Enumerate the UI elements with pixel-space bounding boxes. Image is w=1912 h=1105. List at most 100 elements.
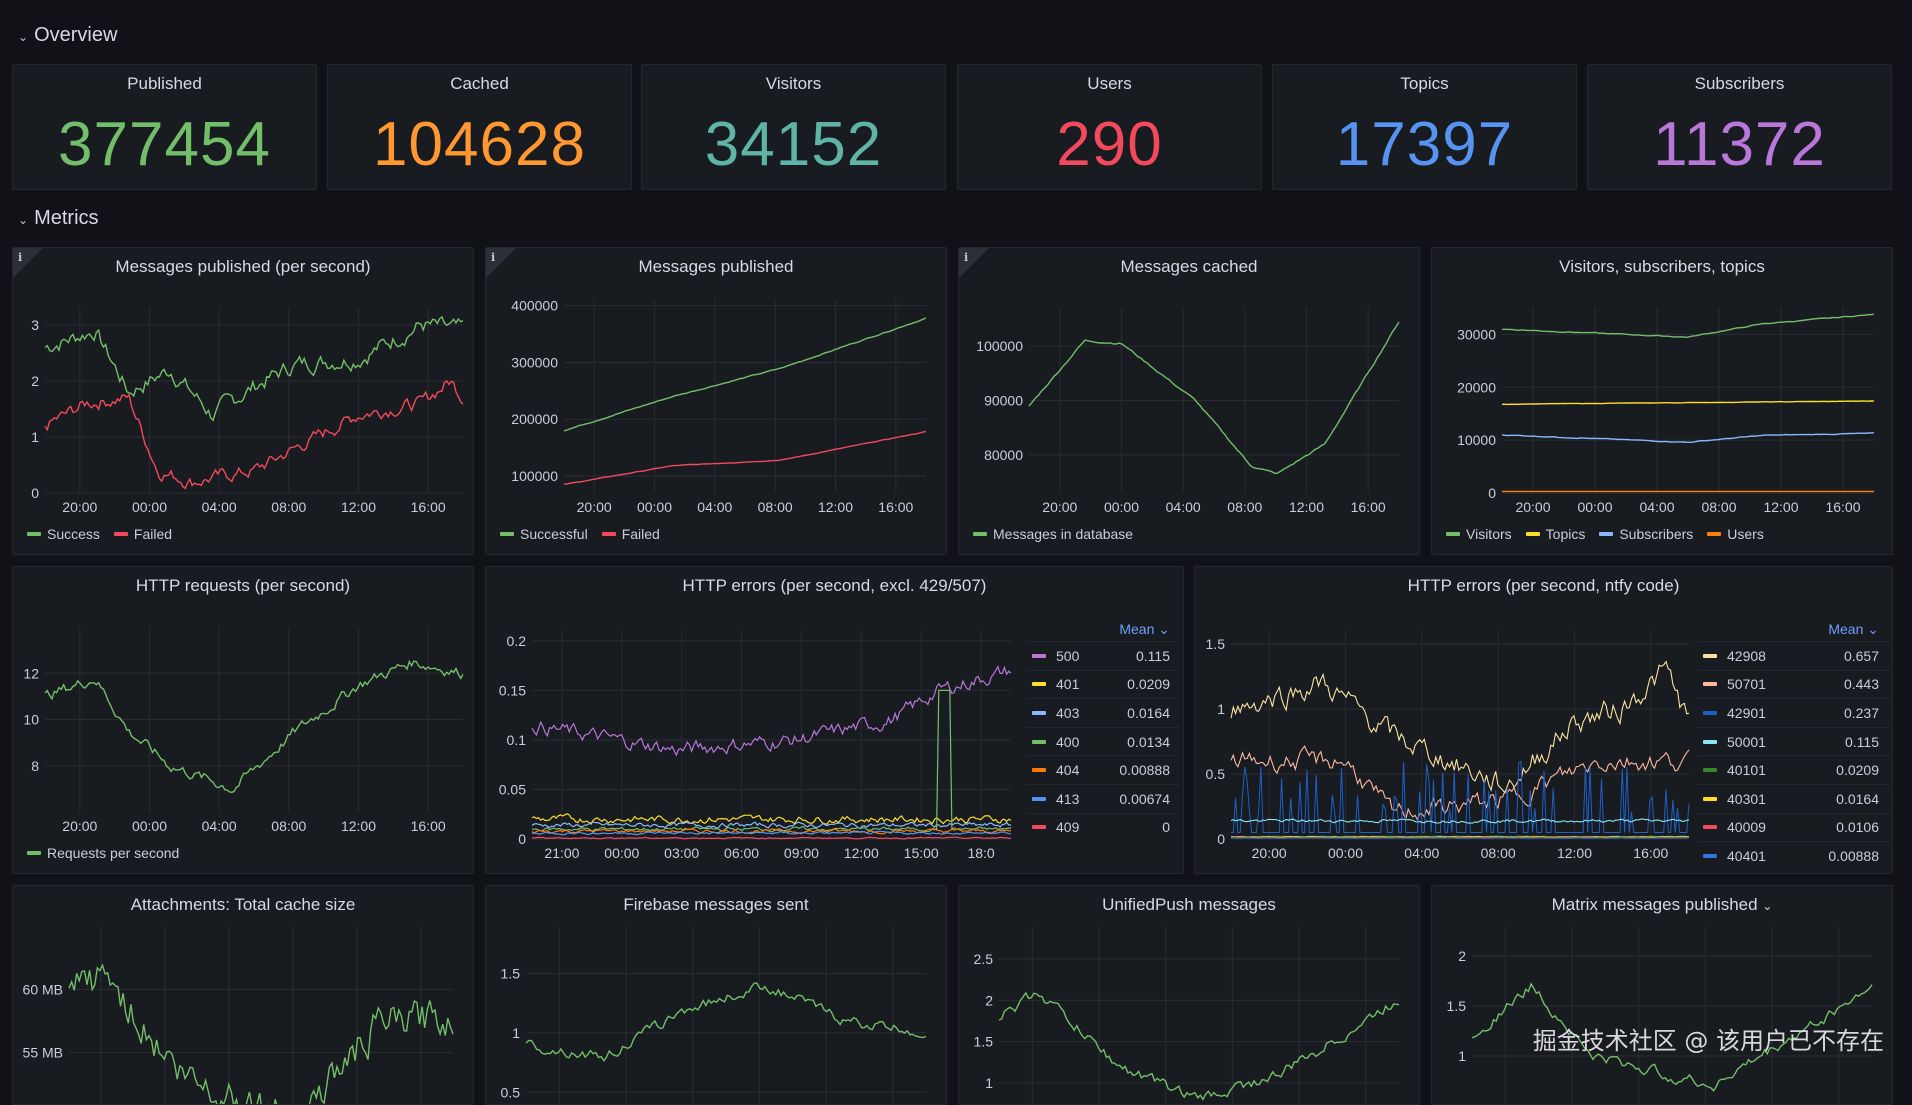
legend-row[interactable]: 401 0.0209	[1026, 669, 1180, 699]
x-tick-label: 12:00	[1557, 845, 1592, 861]
panel-http-errors-code[interactable]: HTTP errors (per second, ntfy code) 20:0…	[1194, 566, 1893, 874]
legend-swatch	[500, 532, 514, 536]
series-50701	[1230, 745, 1690, 821]
legend-row[interactable]: 50001 0.115	[1697, 726, 1889, 756]
legend-item[interactable]: Success	[27, 526, 100, 542]
x-tick-label: 21:00	[544, 845, 579, 861]
legend-swatch	[1032, 739, 1046, 744]
series-40301	[1230, 835, 1690, 838]
info-icon[interactable]: i	[491, 251, 496, 264]
legend-swatch	[113, 532, 128, 536]
x-tick-label: 16:00	[411, 499, 446, 515]
legend-row[interactable]: 42901 0.237	[1697, 698, 1889, 727]
series-50001	[1230, 818, 1690, 824]
series-401	[531, 813, 1012, 825]
legend-label: 409	[1056, 819, 1080, 836]
series-42901	[1231, 760, 1690, 833]
legend-label: 40101	[1727, 762, 1766, 779]
row-header-metrics[interactable]: ⌄ Metrics	[18, 207, 99, 230]
panel-title: Messages published (per second)	[115, 257, 371, 276]
legend-mean: 0.0106	[1836, 819, 1879, 836]
legend-mean: 0.115	[1845, 733, 1879, 750]
y-tick-label: 0.2	[507, 633, 527, 649]
panel-visitors-subscribers-topics[interactable]: Visitors, subscribers, topics 20:00 00:00…	[1431, 247, 1893, 555]
legend-row[interactable]: 40401 0.00888	[1697, 841, 1889, 870]
legend-item[interactable]: Users	[1707, 526, 1764, 542]
legend-row[interactable]: 50701 0.443	[1697, 669, 1889, 699]
series-failed	[563, 430, 927, 485]
mean-sort-header[interactable]: Mean ⌄	[1119, 621, 1170, 637]
x-tick-label: 20:00	[1252, 845, 1287, 861]
legend-swatch	[1703, 653, 1717, 658]
series-messages-in-database	[1028, 321, 1400, 475]
y-tick-label: 2	[31, 373, 39, 389]
legend-row[interactable]: 40009 0.0106	[1697, 812, 1889, 842]
legend-item[interactable]: Topics	[1525, 526, 1585, 542]
panel-messages-published[interactable]: i Messages published 20:00 00:00 04:00 08:0…	[485, 247, 947, 555]
legend-row[interactable]: 500 0.115	[1026, 641, 1180, 670]
legend-label: 40301	[1727, 790, 1766, 807]
legend-swatch	[1703, 710, 1717, 715]
legend-swatch	[601, 532, 616, 536]
info-icon[interactable]: i	[18, 251, 23, 264]
panel-http-errors[interactable]: HTTP errors (per second, excl. 429/507) …	[485, 566, 1184, 874]
stat-panel-topics[interactable]: Topics 17397	[1272, 64, 1577, 190]
legend-row[interactable]: 40301 0.0164	[1697, 783, 1889, 813]
stat-panel-published[interactable]: Published 377454	[12, 64, 317, 190]
stat-panel-subscribers[interactable]: Subscribers 11372	[1587, 64, 1892, 190]
legend-item[interactable]: Failed	[113, 526, 172, 542]
legend-swatch	[1599, 532, 1614, 536]
x-tick-label: 04:00	[1639, 499, 1674, 515]
x-tick-label: 08:00	[271, 499, 306, 515]
legend-swatch	[1703, 739, 1717, 744]
legend-row[interactable]: 403 0.0164	[1026, 698, 1180, 727]
x-tick-label: 00:00	[132, 499, 167, 515]
info-icon[interactable]: i	[964, 251, 969, 264]
grid: 20:00 00:00 04:00 08:00 12:00 16:00 8 10 12	[23, 627, 463, 834]
panel-matrix[interactable]: Matrix messages published ⌄ 1 1.5 2	[1431, 885, 1893, 1105]
legend: Requests per second	[27, 845, 179, 861]
stat-value: 34152	[704, 110, 883, 179]
legend-item[interactable]: Visitors	[1446, 526, 1512, 542]
panel-http-requests[interactable]: HTTP requests (per second) 20:00 00:00 04:…	[12, 566, 474, 874]
grid: 20:00 00:00 04:00 08:00 12:00 16:00 100000 2000…	[511, 298, 926, 515]
legend-item[interactable]: Subscribers	[1599, 526, 1693, 542]
legend-row[interactable]: 404 0.00888	[1026, 755, 1180, 784]
row-header-overview[interactable]: ⌄ Overview	[18, 24, 117, 47]
info-corner	[13, 248, 43, 278]
series-40401	[1230, 837, 1689, 839]
stat-panel-visitors[interactable]: Visitors 34152	[641, 64, 946, 190]
legend-row[interactable]: 40101 0.0209	[1697, 755, 1889, 784]
legend-item[interactable]: Messages in database	[973, 526, 1133, 542]
stat-panel-cached[interactable]: Cached 104628	[327, 64, 632, 190]
y-tick-label: 10	[23, 712, 39, 728]
y-tick-label: 1	[512, 1025, 520, 1041]
stat-panel-users[interactable]: Users 290	[957, 64, 1262, 190]
y-tick-label: 30000	[1457, 326, 1496, 342]
panel-firebase[interactable]: Firebase messages sent 0.5 1 1.5	[485, 885, 947, 1105]
legend-mean: 0.00888	[1119, 762, 1170, 779]
legend-item[interactable]: Requests per second	[27, 845, 179, 861]
panel-attachments[interactable]: Attachments: Total cache size 55 MB 60 MB	[12, 885, 474, 1105]
mean-sort-header[interactable]: Mean ⌄	[1828, 621, 1879, 637]
legend-mean: 0.00674	[1119, 790, 1170, 807]
legend-swatch	[1707, 532, 1722, 536]
legend-row[interactable]: 409 0	[1026, 812, 1180, 842]
x-tick-label: 08:00	[1701, 499, 1736, 515]
legend-row[interactable]: 400 0.0134	[1026, 726, 1180, 756]
legend-mean: 0.443	[1843, 676, 1879, 693]
series-line	[525, 982, 927, 1062]
panel-messages-per-second[interactable]: i Messages published (per second) 20:00 0…	[12, 247, 474, 555]
panel-messages-cached[interactable]: i Messages cached 20:00 00:00 04:00 08:00 12…	[958, 247, 1420, 555]
y-tick-label: 1.5	[1206, 636, 1226, 652]
y-tick-label: 12	[23, 665, 39, 681]
legend-row[interactable]: 42908 0.657	[1697, 641, 1889, 670]
panel-title[interactable]: Matrix messages published ⌄	[1432, 895, 1892, 915]
legend-row[interactable]: 413 0.00674	[1026, 783, 1180, 813]
legend-item[interactable]: Successful	[500, 526, 588, 542]
panel-unifiedpush[interactable]: UnifiedPush messages 1 1.5 2 2.5	[958, 885, 1420, 1105]
chart-messages-cached: 20:00 00:00 04:00 08:00 12:00 16:00 80000 90000…	[976, 308, 1400, 515]
legend-item[interactable]: Failed	[601, 526, 660, 542]
series-requests	[44, 659, 464, 794]
y-tick-label: 1	[985, 1075, 993, 1091]
